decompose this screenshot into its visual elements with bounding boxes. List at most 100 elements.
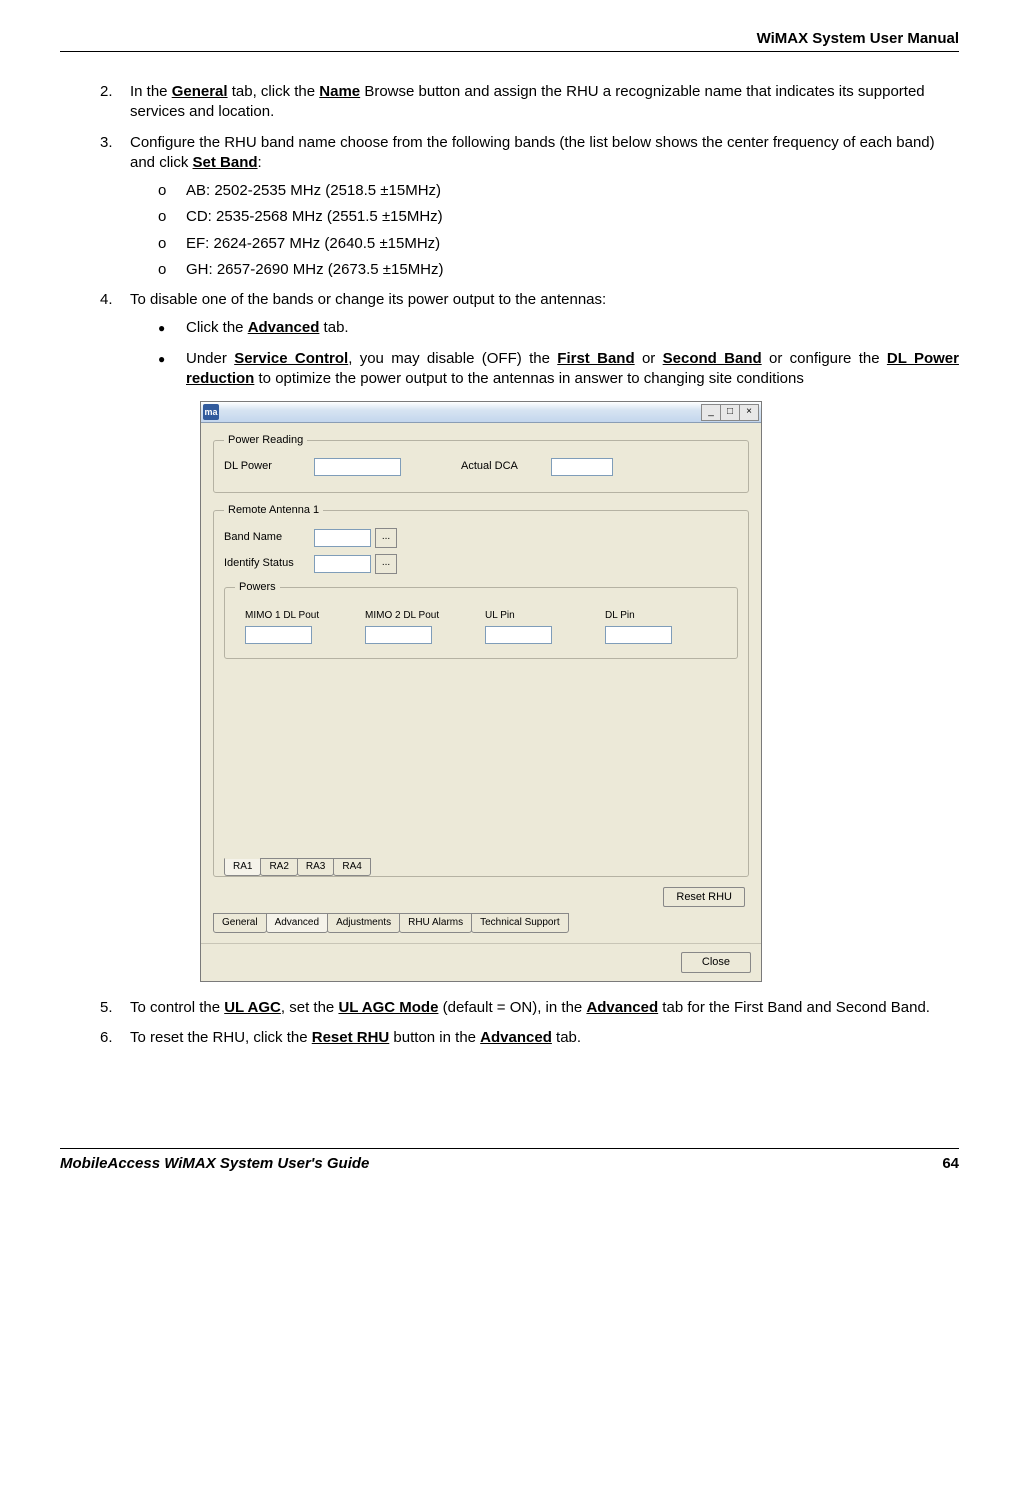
title-bar: ma _ □ × [201,402,761,423]
band-item: o EF: 2624-2657 MHz (2640.5 ±15MHz) [158,234,959,254]
text: to optimize the power output to the ante… [254,370,804,387]
text: button in the [389,1029,480,1046]
text: tab for the First Band and Second Band. [658,999,930,1016]
step-5: 5. To control the UL AGC, set the UL AGC… [100,998,959,1018]
powers-group: Powers MIMO 1 DL Pout MIMO 2 DL Pout [224,580,738,659]
text: CD: 2535-2568 MHz (2551.5 ±15MHz) [186,208,443,225]
dl-power-field[interactable] [314,458,401,476]
list-mark: o [158,181,166,201]
general-tab-ref: General [172,83,228,100]
step-num: 5. [100,998,113,1018]
text: GH: 2657-2690 MHz (2673.5 ±15MHz) [186,261,444,278]
app-icon: ma [203,404,219,420]
group-legend: Remote Antenna 1 [224,503,323,518]
band-name-browse-button[interactable]: ... [375,528,397,548]
reset-rhu-button[interactable]: Reset RHU [663,887,745,908]
dialog-screenshot: ma _ □ × Power Reading DL Power [200,401,959,982]
band-item: o CD: 2535-2568 MHz (2551.5 ±15MHz) [158,207,959,227]
general-tab[interactable]: General [213,913,267,933]
page-number: 64 [942,1155,959,1172]
bullet-item: ● Click the Advanced tab. [158,318,959,338]
step-num: 3. [100,133,113,153]
step-4: 4. To disable one of the bands or change… [100,290,959,982]
text: To control the [130,999,224,1016]
text: Click the [186,319,248,336]
power-reading-group: Power Reading DL Power Actual DCA [213,433,749,493]
page-header: WiMAX System User Manual [60,30,959,52]
actual-dca-field[interactable] [551,458,613,476]
bullet-item: ● Under Service Control, you may disable… [158,349,959,390]
text: To disable one of the bands or change it… [130,291,606,308]
text: or [635,350,663,367]
advanced-tab-ref: Advanced [480,1029,552,1046]
text: , set the [281,999,339,1016]
advanced-tab-ref: Advanced [248,319,320,336]
technical-support-tab[interactable]: Technical Support [471,913,569,933]
text: tab. [319,319,348,336]
text: EF: 2624-2657 MHz (2640.5 ±15MHz) [186,235,440,252]
mimo1-dl-pout-field[interactable] [245,626,312,644]
dialog-window: ma _ □ × Power Reading DL Power [200,401,762,982]
ra4-tab[interactable]: RA4 [333,858,370,876]
group-legend: Power Reading [224,433,307,448]
name-field-ref: Name [319,83,360,100]
service-control-ref: Service Control [234,350,348,367]
mimo1-dl-pout-label: MIMO 1 DL Pout [245,609,335,623]
band-name-label: Band Name [224,530,314,545]
identify-status-field[interactable] [314,555,371,573]
text: (default = ON), in the [438,999,586,1016]
list-mark: o [158,260,166,280]
text: tab, click the [228,83,320,100]
dl-pin-field[interactable] [605,626,672,644]
text: In the [130,83,172,100]
text: , you may disable (OFF) the [348,350,557,367]
set-band-ref: Set Band [193,154,258,171]
rhu-alarms-tab[interactable]: RHU Alarms [399,913,472,933]
bullet-mark: ● [158,320,165,336]
band-item: o GH: 2657-2690 MHz (2673.5 ±15MHz) [158,260,959,280]
second-band-ref: Second Band [663,350,762,367]
dl-power-label: DL Power [224,459,314,474]
actual-dca-label: Actual DCA [461,459,551,474]
band-item: o AB: 2502-2535 MHz (2518.5 ±15MHz) [158,181,959,201]
step-6: 6. To reset the RHU, click the Reset RHU… [100,1028,959,1048]
minimize-button[interactable]: _ [701,404,721,421]
adjustments-tab[interactable]: Adjustments [327,913,400,933]
close-button[interactable]: Close [681,952,751,973]
mimo2-dl-pout-label: MIMO 2 DL Pout [365,609,455,623]
group-legend: Powers [235,580,280,595]
ul-pin-label: UL Pin [485,609,575,623]
step-2: 2. In the General tab, click the Name Br… [100,82,959,123]
ul-pin-field[interactable] [485,626,552,644]
step-3: 3. Configure the RHU band name choose fr… [100,133,959,281]
close-window-button[interactable]: × [739,404,759,421]
mimo2-dl-pout-field[interactable] [365,626,432,644]
text: tab. [552,1029,581,1046]
text: Under [186,350,234,367]
identify-browse-button[interactable]: ... [375,554,397,574]
identify-status-label: Identify Status [224,556,314,571]
ra2-tab[interactable]: RA2 [260,858,297,876]
step-num: 4. [100,290,113,310]
advanced-tab[interactable]: Advanced [266,913,328,933]
list-mark: o [158,234,166,254]
ul-agc-ref: UL AGC [224,999,281,1016]
text: AB: 2502-2535 MHz (2518.5 ±15MHz) [186,182,441,199]
step-num: 6. [100,1028,113,1048]
band-name-field[interactable] [314,529,371,547]
first-band-ref: First Band [557,350,634,367]
text: or configure the [762,350,887,367]
advanced-tab-ref: Advanced [586,999,658,1016]
maximize-button[interactable]: □ [720,404,740,421]
page-footer: MobileAccess WiMAX System User's Guide 6… [60,1148,959,1172]
text: To reset the RHU, click the [130,1029,312,1046]
ra3-tab[interactable]: RA3 [297,858,334,876]
ra1-tab[interactable]: RA1 [224,858,261,876]
ul-agc-mode-ref: UL AGC Mode [338,999,438,1016]
step-num: 2. [100,82,113,102]
dl-pin-label: DL Pin [605,609,695,623]
remote-antenna-group: Remote Antenna 1 Band Name ... Identify … [213,503,749,877]
footer-title: MobileAccess WiMAX System User's Guide [60,1155,369,1172]
list-mark: o [158,207,166,227]
bullet-mark: ● [158,351,165,367]
